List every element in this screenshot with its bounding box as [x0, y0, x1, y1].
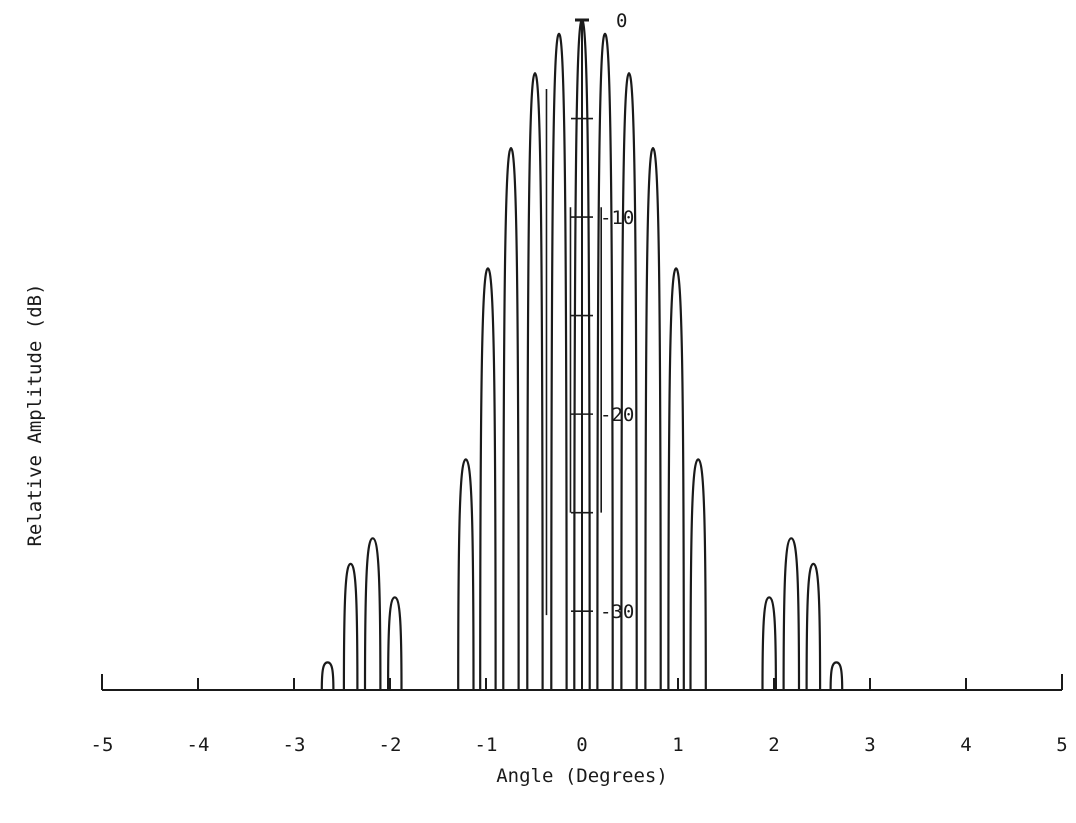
x-tick-label: -2 [379, 734, 402, 756]
x-tick-label: 3 [864, 734, 875, 756]
pattern-lobe [667, 267, 685, 691]
x-tick-label: -1 [475, 734, 498, 756]
pattern-lobe [387, 596, 403, 691]
x-tick-label: 0 [576, 734, 587, 756]
x-tick-label: 1 [672, 734, 683, 756]
pattern-lobe [342, 562, 359, 691]
pattern-lobe [320, 661, 335, 691]
x-tick-label: 4 [960, 734, 971, 756]
x-tick-label: 2 [768, 734, 779, 756]
y-axis-title: Relative Amplitude (dB) [24, 283, 46, 546]
pattern-lobe [805, 562, 822, 691]
pattern-lobe [620, 72, 638, 691]
x-tick-label: 5 [1056, 734, 1067, 756]
y-tick-label: -20 [600, 404, 634, 426]
x-tick-label: -5 [91, 734, 114, 756]
pattern-lobe [689, 458, 707, 691]
pattern-lobe [550, 32, 568, 691]
pattern-lobe [363, 537, 382, 691]
labels: Angle (Degrees) Relative Amplitude (dB) … [24, 10, 1068, 787]
axes [101, 18, 1063, 691]
plot-area [320, 18, 844, 691]
pattern-lobe [761, 596, 777, 691]
x-tick-label: -3 [283, 734, 306, 756]
pattern-lobe [457, 458, 475, 691]
pattern-lobe [829, 661, 844, 691]
pattern-lobe [502, 147, 520, 691]
y-tick-label: 0 [616, 10, 627, 32]
pattern-lobe [782, 537, 801, 691]
pattern-lobe [596, 32, 614, 691]
y-tick-label: -10 [600, 207, 634, 229]
x-axis-title: Angle (Degrees) [496, 765, 668, 787]
pattern-lobe [479, 267, 497, 691]
x-tick-label: -4 [187, 734, 210, 756]
pattern-lobe [644, 147, 662, 691]
pattern-lobe [526, 72, 544, 691]
y-tick-label: -30 [600, 601, 634, 623]
